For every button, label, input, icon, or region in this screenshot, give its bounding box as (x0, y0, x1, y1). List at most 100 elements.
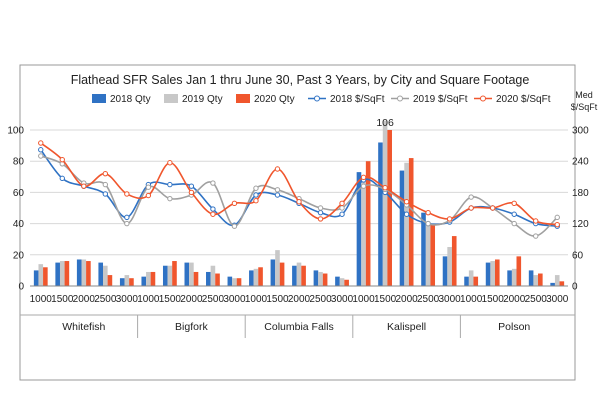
series-point (446, 216, 453, 222)
y2-tick-label: 180 (572, 188, 589, 199)
bar (550, 282, 555, 286)
bar (322, 273, 328, 286)
bar (430, 223, 436, 286)
legend-swatch (397, 95, 403, 102)
bar (98, 262, 104, 286)
bar (425, 222, 431, 286)
series-point (253, 185, 259, 191)
x-tick-label: 1500 (159, 294, 182, 305)
bar (193, 271, 199, 286)
y-tick-label: 20 (13, 250, 25, 261)
legend-label: 2019 $/SqFt (413, 94, 468, 105)
series-point (382, 185, 388, 191)
bar (301, 265, 306, 286)
legend-label: 2018 $/SqFt (330, 94, 385, 105)
legend-swatch (236, 94, 250, 103)
bar (494, 259, 500, 286)
x-tick-label: 1000 (352, 294, 375, 305)
bar (490, 261, 495, 286)
bar (344, 279, 349, 286)
x-tick-label: 1000 (137, 294, 160, 305)
bar (279, 262, 285, 286)
y-tick-label: 0 (18, 282, 24, 293)
bar (296, 262, 302, 286)
bar (103, 265, 108, 286)
bar (59, 261, 65, 286)
bar (485, 262, 491, 286)
series-point (425, 220, 431, 227)
series-point (167, 181, 173, 188)
series-point (511, 220, 517, 227)
series-point (403, 211, 410, 217)
bar (258, 267, 263, 286)
legend-swatch (480, 95, 486, 102)
bar (249, 270, 254, 286)
series-point (339, 211, 345, 217)
bar (236, 278, 242, 286)
series-point (102, 191, 109, 197)
series-point (124, 191, 130, 197)
bar (55, 262, 60, 286)
series-point (317, 216, 324, 222)
bar (43, 267, 48, 286)
bar (533, 275, 539, 286)
bar (81, 259, 87, 286)
bar (528, 270, 534, 286)
bar (86, 261, 91, 286)
bar (76, 259, 82, 286)
y-tick-label: 100 (7, 126, 24, 137)
series-point (124, 220, 130, 227)
bar (189, 262, 194, 286)
series-point (360, 174, 367, 181)
series-point (339, 200, 345, 207)
bar (399, 170, 405, 286)
bar (356, 172, 362, 286)
bar (107, 275, 113, 286)
legend-swatch (92, 94, 106, 103)
series-point (145, 184, 152, 190)
x-tick-label: 1000 (30, 294, 53, 305)
bar (210, 265, 216, 286)
x-tick-label: 3000 (546, 294, 569, 305)
x-tick-label: 1500 (374, 294, 397, 305)
bar (275, 250, 280, 286)
bar (468, 270, 474, 286)
bar (365, 161, 371, 286)
bar (129, 278, 134, 286)
y2-tick-label: 60 (572, 250, 584, 261)
bar (33, 270, 39, 286)
series-point (511, 211, 517, 217)
series-point (403, 199, 410, 205)
bar (227, 276, 233, 286)
bar (511, 268, 517, 286)
x-tick-label: 2500 (94, 294, 117, 305)
series-point (102, 181, 109, 188)
group-label: Bigfork (175, 321, 208, 333)
x-tick-label: 2500 (525, 294, 548, 305)
bar (442, 256, 448, 286)
bar (119, 278, 125, 286)
bar (167, 265, 173, 286)
x-tick-label: 3000 (116, 294, 139, 305)
bar (516, 256, 522, 286)
bar (150, 271, 156, 286)
x-tick-label: 2500 (202, 294, 225, 305)
annotations: 106 (376, 117, 394, 129)
x-tick-label: 2000 (288, 294, 311, 305)
bar (64, 261, 70, 286)
series-point (489, 205, 496, 211)
legend-swatch (164, 94, 178, 103)
bar (464, 276, 469, 286)
series-point (253, 192, 259, 198)
x-tick-label: 3000 (439, 294, 462, 305)
y2-tick-label: 300 (572, 126, 589, 137)
series-point (533, 218, 539, 224)
x-tick-label: 1500 (51, 294, 74, 305)
bar (292, 265, 297, 286)
bar (361, 176, 366, 286)
series-point (231, 223, 238, 229)
series-point (360, 183, 367, 189)
x-tick-label: 2000 (180, 294, 203, 305)
bar (206, 271, 211, 286)
